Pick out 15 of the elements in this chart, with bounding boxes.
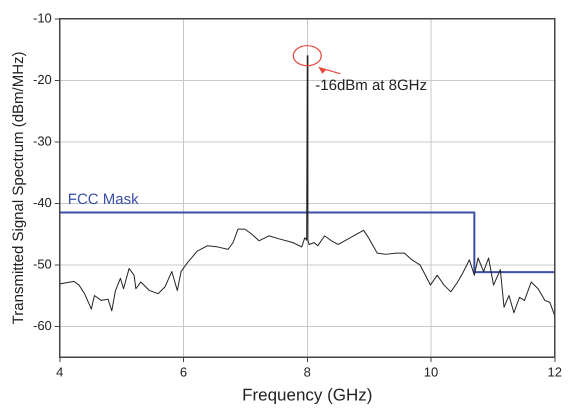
x-tick-label: 8 (304, 364, 311, 380)
y-tick-label: -10 (32, 10, 52, 26)
y-tick-label: -30 (32, 133, 52, 148)
y-tick-label: -50 (32, 256, 52, 272)
x-tick-label: 4 (56, 364, 64, 380)
y-axis-title: Transmitted Signal Spectrum (dBm/MHz) (10, 51, 28, 324)
y-tick-label: -20 (32, 72, 52, 87)
x-tick-label: 10 (424, 364, 438, 380)
series-label: FCC Mask (68, 191, 140, 208)
x-tick-label: 12 (548, 364, 562, 380)
annotation: -16dBm at 8GHz (315, 76, 427, 94)
y-tick-label: -60 (32, 318, 52, 333)
x-tick-label: 6 (180, 364, 188, 380)
x-axis-title: Frequency (GHz) (242, 385, 372, 404)
y-tick-label: -40 (32, 194, 52, 210)
